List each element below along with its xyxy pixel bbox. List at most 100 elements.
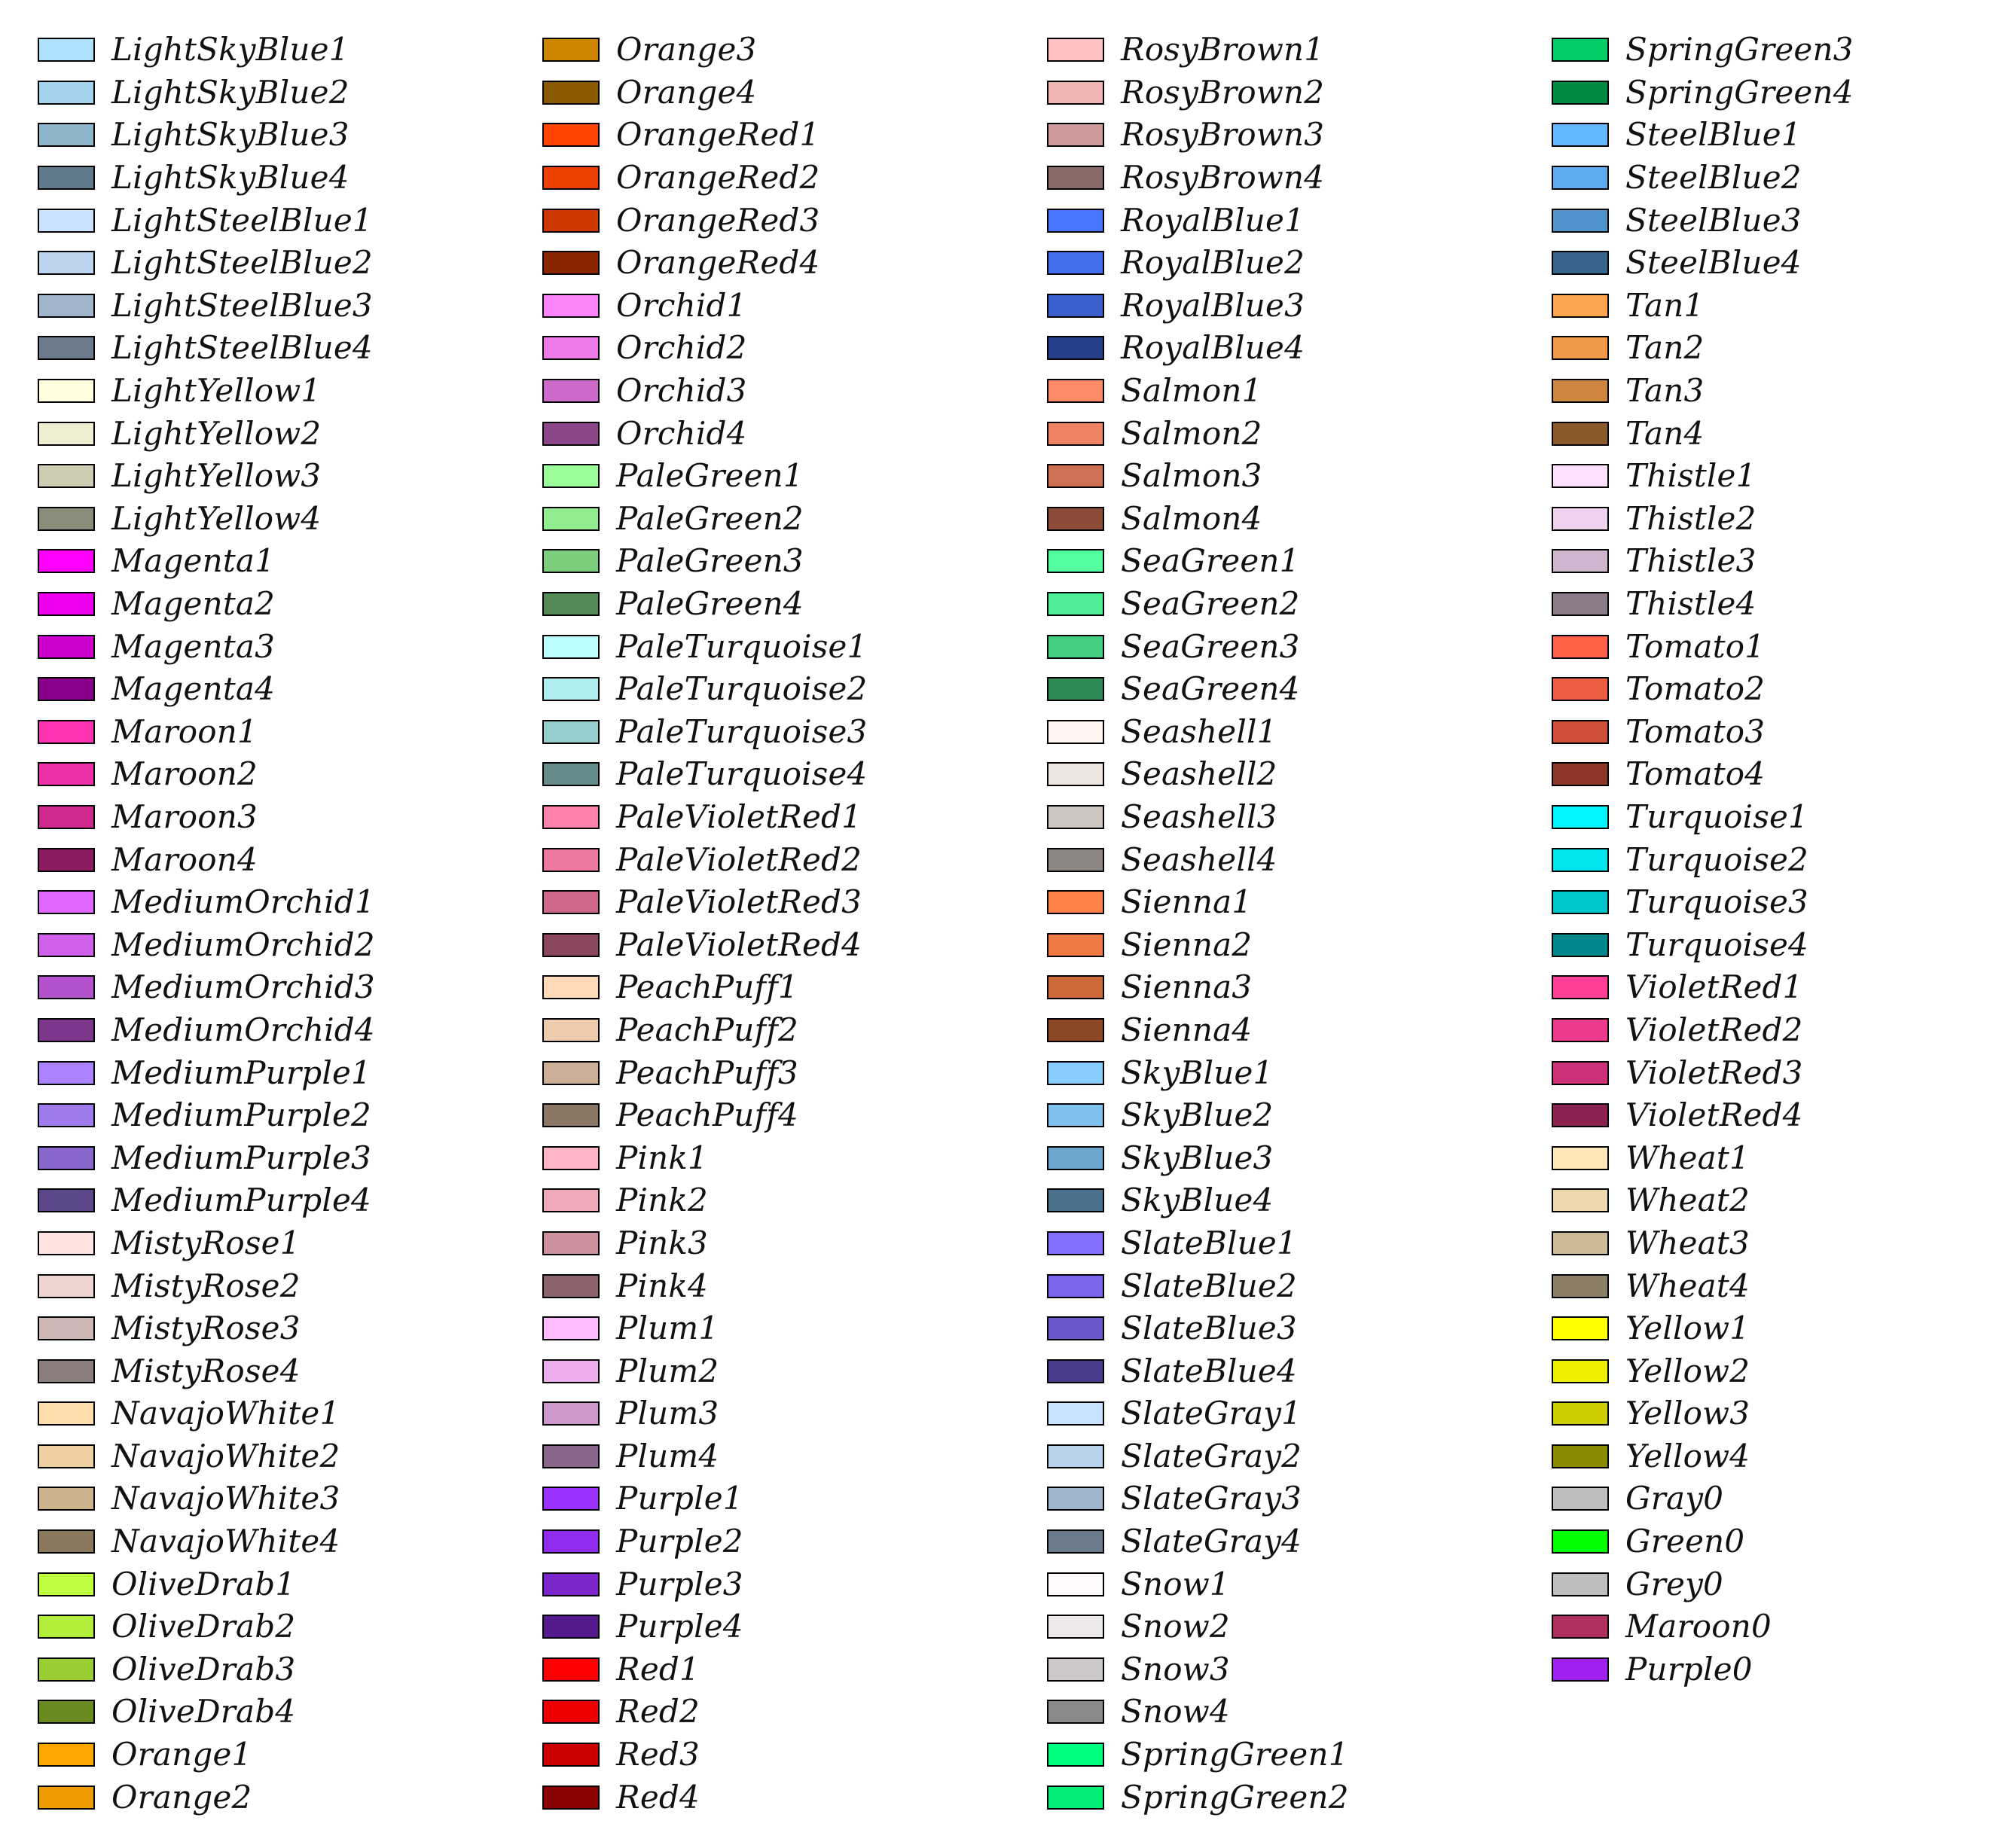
color-swatch [1552, 1444, 1609, 1468]
color-name-label: VioletRed4 [1625, 1096, 1803, 1134]
color-swatch [1552, 804, 1609, 829]
color-name-label: VioletRed3 [1625, 1054, 1803, 1091]
color-swatch [1047, 1359, 1104, 1383]
color-name-label: SkyBlue4 [1121, 1182, 1274, 1219]
color-entry: NavajoWhite2 [38, 1435, 542, 1478]
color-swatch [1047, 890, 1104, 915]
color-name-label: SteelBlue1 [1625, 116, 1802, 154]
color-swatch [542, 336, 600, 361]
color-entry: SlateBlue3 [1047, 1307, 1552, 1350]
color-swatch [38, 421, 95, 446]
color-name-label: Turquoise1 [1625, 797, 1808, 835]
color-name-label: PaleGreen2 [616, 499, 804, 537]
color-entry: PeachPuff3 [542, 1051, 1047, 1094]
color-name-label: Tomato1 [1625, 627, 1766, 665]
color-entry: LightYellow4 [38, 498, 542, 541]
color-swatch [1552, 1103, 1609, 1128]
color-swatch [1047, 38, 1104, 63]
color-name-label: Maroon4 [111, 840, 258, 878]
color-entry: SteelBlue4 [1552, 242, 1990, 285]
color-entry: Yellow4 [1552, 1435, 1990, 1478]
color-entry: PaleTurquoise4 [542, 753, 1047, 796]
color-name-label: Pink3 [616, 1224, 708, 1261]
color-swatch [1047, 1060, 1104, 1085]
color-entry: SpringGreen1 [1047, 1734, 1552, 1776]
color-name-label: OliveDrab4 [111, 1693, 296, 1731]
color-swatch [1047, 506, 1104, 531]
color-swatch [1552, 1359, 1609, 1383]
color-swatch [1552, 123, 1609, 148]
color-swatch [542, 804, 600, 829]
color-name-label: Wheat1 [1625, 1139, 1750, 1176]
color-entry: LightYellow3 [38, 455, 542, 498]
color-swatch [38, 1743, 95, 1767]
color-entry: PeachPuff4 [542, 1094, 1047, 1137]
color-name-label: Orange3 [616, 31, 757, 69]
color-name-label: Tomato2 [1625, 670, 1766, 708]
color-swatch [1047, 293, 1104, 318]
color-entry: OrangeRed4 [542, 242, 1047, 285]
color-name-label: Plum3 [616, 1395, 719, 1432]
color-name-label: LightSkyBlue2 [111, 73, 349, 111]
color-swatch [1552, 379, 1609, 404]
color-swatch [542, 719, 600, 744]
color-name-label: OrangeRed1 [616, 116, 820, 154]
color-entry: SlateBlue1 [1047, 1222, 1552, 1265]
color-swatch [38, 1657, 95, 1682]
color-name-label: PeachPuff1 [616, 968, 798, 1006]
color-entry: Thistle3 [1552, 540, 1990, 583]
color-name-label: MediumOrchid2 [111, 926, 375, 963]
color-entry: NavajoWhite4 [38, 1520, 542, 1563]
color-swatch [542, 1743, 600, 1767]
color-name-label: Orange2 [111, 1778, 252, 1816]
color-entry: MediumPurple3 [38, 1136, 542, 1179]
color-swatch [38, 1103, 95, 1128]
color-entry: Seashell2 [1047, 753, 1552, 796]
color-entry: VioletRed4 [1552, 1094, 1990, 1137]
color-entry: RoyalBlue2 [1047, 242, 1552, 285]
color-swatch [1552, 1657, 1609, 1682]
color-swatch [1552, 336, 1609, 361]
color-entry: Tan2 [1552, 327, 1990, 370]
color-name-label: Sienna4 [1121, 1011, 1253, 1048]
color-name-label: OrangeRed3 [616, 201, 820, 239]
color-swatch [38, 464, 95, 489]
color-swatch [1552, 549, 1609, 574]
color-entry: Purple2 [542, 1520, 1047, 1563]
color-name-label: Snow3 [1121, 1650, 1230, 1688]
color-name-label: Yellow3 [1625, 1395, 1750, 1432]
color-entry: Pink3 [542, 1222, 1047, 1265]
color-name-label: OrangeRed2 [616, 159, 820, 197]
color-name-label: Purple0 [1625, 1650, 1753, 1688]
color-swatch [542, 1316, 600, 1341]
color-swatch [38, 1230, 95, 1255]
color-swatch [1047, 379, 1104, 404]
color-entry: Snow2 [1047, 1606, 1552, 1648]
color-entry: Turquoise4 [1552, 923, 1990, 966]
color-name-label: Snow1 [1121, 1565, 1230, 1603]
color-entry: PaleTurquoise3 [542, 711, 1047, 754]
color-entry: SlateBlue4 [1047, 1349, 1552, 1392]
color-entry: RosyBrown2 [1047, 72, 1552, 114]
color-name-label: SlateGray4 [1121, 1523, 1302, 1560]
color-name-label: OliveDrab3 [111, 1650, 296, 1688]
color-chart: LightSkyBlue1 LightSkyBlue2 LightSkyBlue3 L… [38, 29, 1966, 1821]
color-entry: NavajoWhite3 [38, 1477, 542, 1520]
color-entry: Red3 [542, 1734, 1047, 1776]
color-entry: Magenta1 [38, 540, 542, 583]
color-name-label: Turquoise4 [1625, 926, 1808, 963]
color-swatch [1047, 208, 1104, 233]
color-swatch [38, 719, 95, 744]
color-swatch [1047, 251, 1104, 276]
color-name-label: LightSkyBlue1 [111, 31, 349, 69]
color-name-label: SlateBlue4 [1121, 1352, 1297, 1389]
color-swatch [542, 762, 600, 787]
color-entry: MediumPurple4 [38, 1179, 542, 1222]
color-column-2: Orange3 Orange4 OrangeRed1 OrangeRed2 Orange… [542, 29, 1047, 1821]
color-entry: Plum4 [542, 1435, 1047, 1478]
color-name-label: SeaGreen1 [1121, 542, 1300, 580]
color-swatch [38, 1316, 95, 1341]
color-entry: Sienna4 [1047, 1009, 1552, 1052]
color-entry: Purple3 [542, 1563, 1047, 1606]
color-swatch [38, 123, 95, 148]
